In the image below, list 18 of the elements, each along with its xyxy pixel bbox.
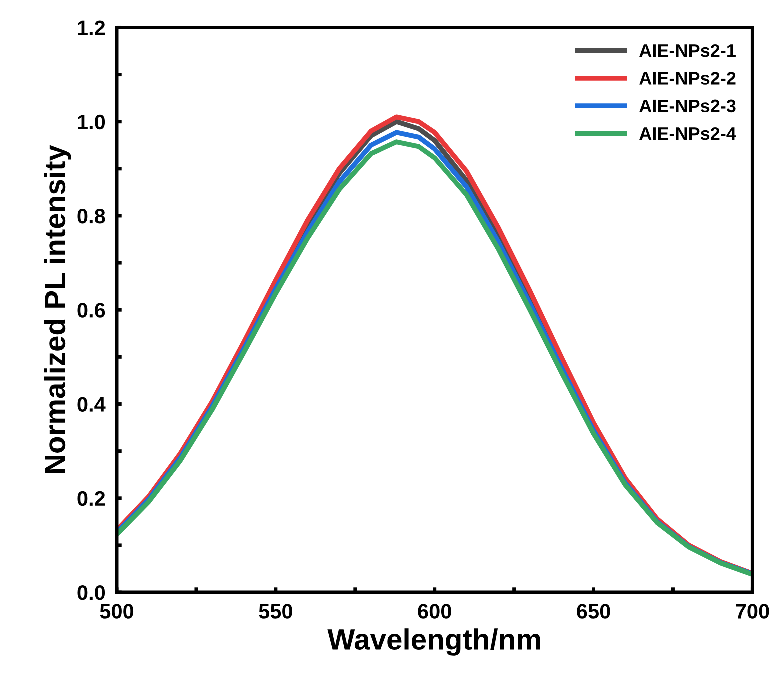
y-tick-label: 0.8 — [78, 208, 106, 224]
legend-label: AIE-NPs2-3 — [640, 100, 736, 113]
x-tick-label: 550 — [259, 604, 292, 619]
x-tick-label: 600 — [418, 604, 452, 619]
y-tick-label: 0.6 — [78, 303, 106, 318]
y-tick-label: 1.0 — [78, 114, 106, 130]
x-tick-label: 650 — [577, 604, 610, 619]
y-tick-label: 0.2 — [78, 491, 106, 506]
legend-label: AIE-NPs2-2 — [640, 72, 736, 85]
y-axis-title: Normalized PL intensity — [44, 145, 72, 474]
x-tick-label: 700 — [736, 604, 770, 619]
legend-label: AIE-NPs2-4 — [640, 127, 736, 140]
x-axis-title: Wavelength/nm — [328, 628, 540, 656]
legend-label: AIE-NPs2-1 — [640, 44, 736, 58]
x-tick-label: 500 — [100, 604, 134, 619]
y-tick-label: 0.4 — [78, 397, 106, 412]
y-tick-label: 0.0 — [78, 586, 106, 600]
y-tick-label: 1.2 — [78, 20, 106, 36]
